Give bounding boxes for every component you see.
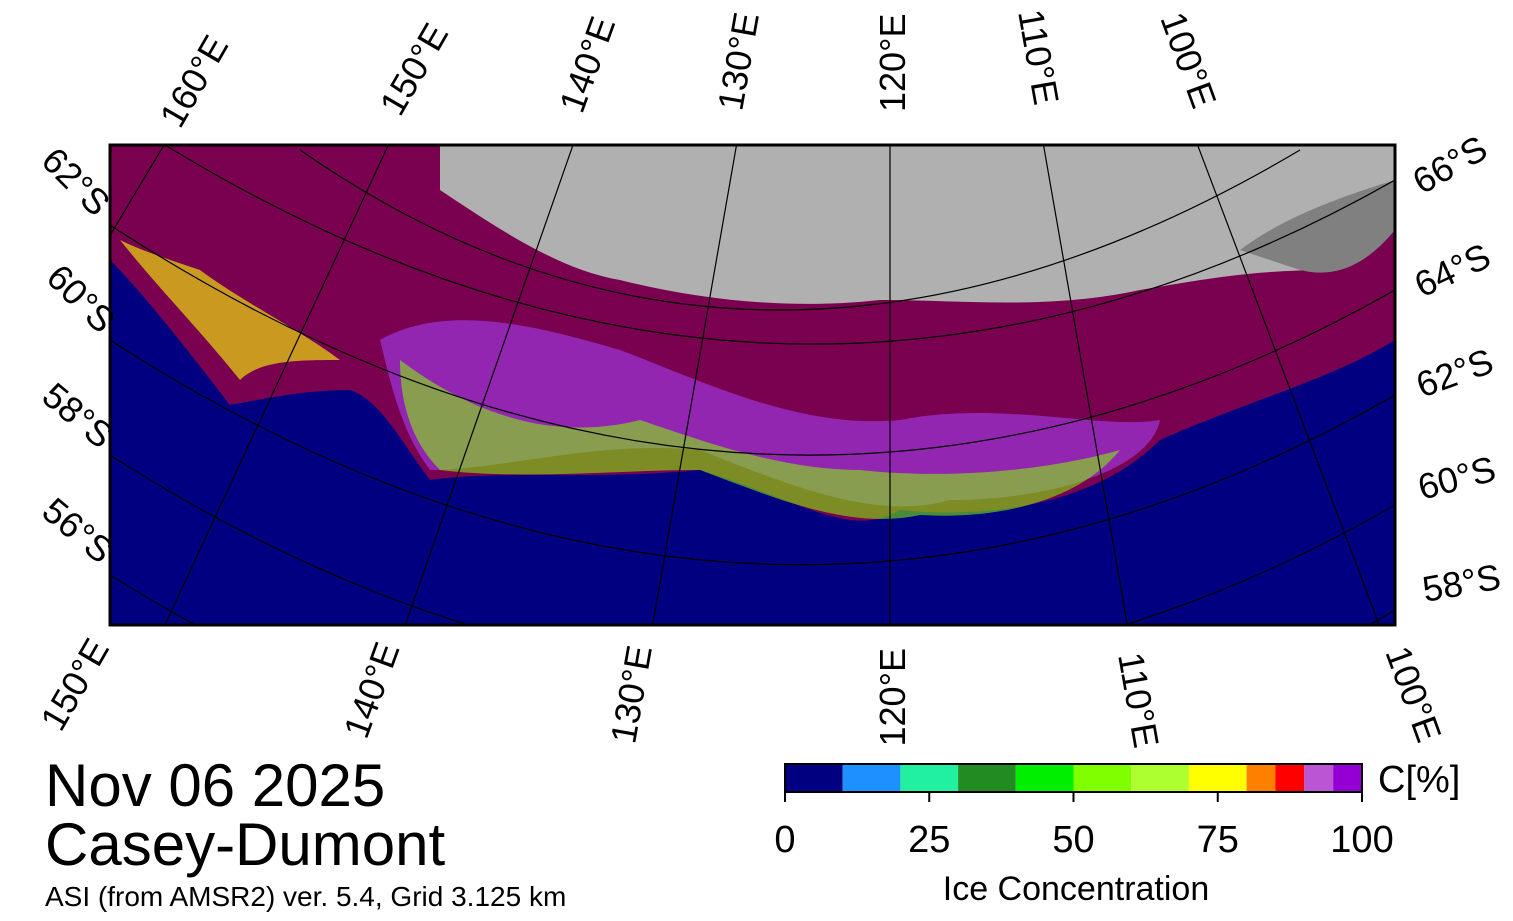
lon-label: 150°E	[371, 16, 456, 122]
region: Casey-Dumont	[45, 811, 445, 878]
colorbar-swatch	[900, 764, 959, 792]
ice-margin	[400, 360, 1120, 519]
colorbar: 0 25 50 75 100	[774, 763, 1394, 861]
map-frame	[108, 143, 1397, 627]
lat-label: 60°S	[1413, 448, 1499, 508]
colorbar-swatch	[1304, 764, 1334, 792]
lat-label: 64°S	[1408, 235, 1496, 305]
lon-label: 110°E	[1010, 6, 1067, 107]
lon-label: 140°E	[335, 637, 407, 744]
colorbar-swatch	[1188, 764, 1247, 792]
lat-label: 62°S	[1411, 340, 1499, 405]
ice-shelf	[1240, 180, 1395, 273]
colorbar-tick-label: 100	[1330, 819, 1393, 861]
date: Nov 06 2025	[45, 752, 385, 819]
lat-label: 58°S	[35, 374, 121, 456]
lon-label: 100°E	[1377, 641, 1449, 748]
colorbar-swatch	[842, 764, 901, 792]
graticule	[110, 145, 1395, 625]
lat-label: 66°S	[1406, 127, 1494, 202]
lon-label: 140°E	[551, 11, 623, 118]
lon-label: 120°E	[872, 648, 913, 746]
lat-label: 58°S	[1419, 556, 1503, 610]
colorbar-unit: C[%]	[1378, 759, 1460, 801]
colorbar-tick-label: 0	[774, 819, 795, 861]
map	[110, 145, 1395, 625]
lon-label: 150°E	[32, 632, 117, 738]
ice-edge	[380, 320, 1160, 507]
colorbar-swatch	[1073, 764, 1132, 792]
colorbar-label: Ice Concentration	[943, 870, 1210, 908]
lat-label: 62°S	[34, 139, 118, 223]
lon-label: 120°E	[872, 14, 913, 112]
colorbar-swatch	[958, 764, 1016, 792]
lon-label: 110°E	[1110, 649, 1167, 750]
colorbar-swatch	[1015, 764, 1074, 792]
colorbar-swatch	[1131, 764, 1189, 792]
source: ASI (from AMSR2) ver. 5.4, Grid 3.125 km	[45, 881, 566, 912]
colorbar-tick-label: 50	[1052, 819, 1094, 861]
ice-margin	[120, 240, 340, 380]
lon-label: 130°E	[602, 642, 659, 746]
lon-label: 130°E	[710, 9, 767, 113]
land	[440, 145, 1395, 304]
colorbar-tick-label: 25	[908, 819, 950, 861]
colorbar-tick-label: 75	[1197, 819, 1239, 861]
lon-label: 160°E	[151, 28, 236, 134]
colorbar-swatch	[785, 764, 843, 792]
lon-label: 100°E	[1152, 7, 1224, 114]
colorbar-swatch	[1246, 764, 1276, 792]
lat-label: 56°S	[35, 489, 121, 571]
colorbar-swatch	[1275, 764, 1305, 792]
colorbar-swatch	[1333, 764, 1362, 792]
